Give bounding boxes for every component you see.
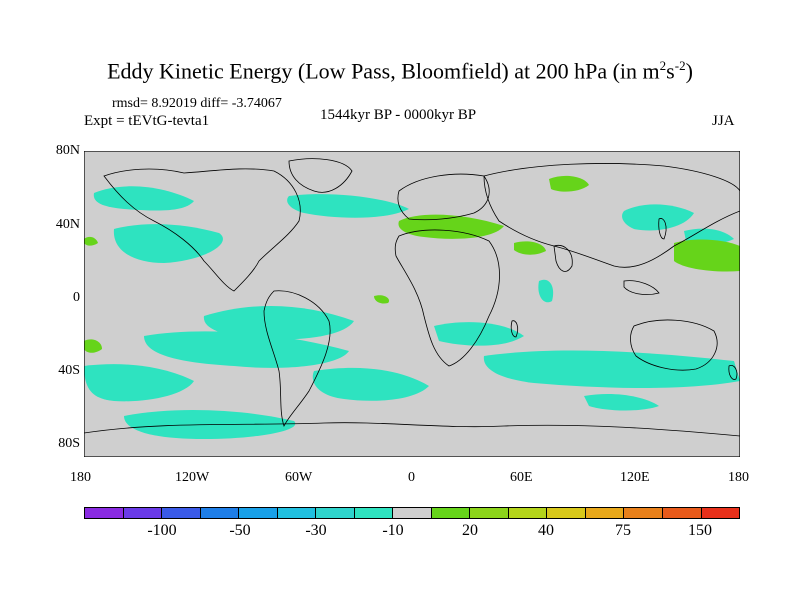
colorbar-swatch — [662, 508, 702, 518]
season-label: JJA — [712, 113, 735, 129]
lon-tick-180-east: 180 — [728, 470, 749, 485]
colorbar-swatch — [624, 508, 663, 518]
lon-tick-120e: 120E — [620, 470, 650, 485]
colorbar-swatch — [431, 508, 471, 518]
colorbar-swatch — [354, 508, 394, 518]
colorbar — [84, 507, 740, 519]
lon-tick-0: 0 — [408, 470, 415, 485]
negative-anomaly-regions — [84, 186, 740, 439]
colorbar-swatch — [470, 508, 509, 518]
colorbar-swatch — [85, 508, 124, 518]
colorbar-swatch — [508, 508, 548, 518]
colorbar-swatch — [316, 508, 355, 518]
lon-tick-180-west: 180 — [70, 470, 91, 485]
lon-tick-60e: 60E — [510, 470, 533, 485]
colorbar-swatch — [701, 508, 740, 518]
colorbar-swatch — [277, 508, 317, 518]
colorbar-label: 150 — [688, 522, 712, 539]
colorbar-swatch — [585, 508, 625, 518]
map-title: Eddy Kinetic Energy (Low Pass, Bloomfiel… — [107, 58, 693, 84]
lat-tick-0: 0 — [73, 290, 80, 305]
colorbar-label: -100 — [147, 522, 177, 539]
colorbar-swatch — [393, 508, 432, 518]
colorbar-swatch — [547, 508, 586, 518]
colorbar-label: -30 — [305, 522, 327, 539]
colorbar-label: -10 — [382, 522, 404, 539]
experiment-label: Expt = tEVtG-tevta1 — [84, 113, 210, 129]
lat-tick-80s: 80S — [58, 436, 80, 451]
colorbar-swatch — [200, 508, 240, 518]
colorbar-label: 40 — [538, 522, 554, 539]
colorbar-label: 75 — [615, 522, 631, 539]
coastlines — [84, 158, 740, 437]
positive-anomaly-regions — [84, 175, 740, 353]
lon-tick-60w: 60W — [285, 470, 313, 485]
stats-label: rmsd= 8.92019 diff= -3.74067 — [112, 96, 282, 111]
colorbar-swatch — [162, 508, 201, 518]
colorbar-label: 20 — [462, 522, 478, 539]
lat-tick-40s: 40S — [58, 363, 80, 378]
period-label: 1544kyr BP - 0000kyr BP — [320, 107, 477, 123]
colorbar-swatch — [239, 508, 278, 518]
lat-tick-40n: 40N — [55, 217, 80, 232]
colorbar-label: -50 — [229, 522, 251, 539]
map-plot — [84, 151, 740, 457]
lon-tick-120w: 120W — [175, 470, 210, 485]
lat-tick-80n: 80N — [55, 143, 80, 158]
colorbar-swatch — [123, 508, 163, 518]
